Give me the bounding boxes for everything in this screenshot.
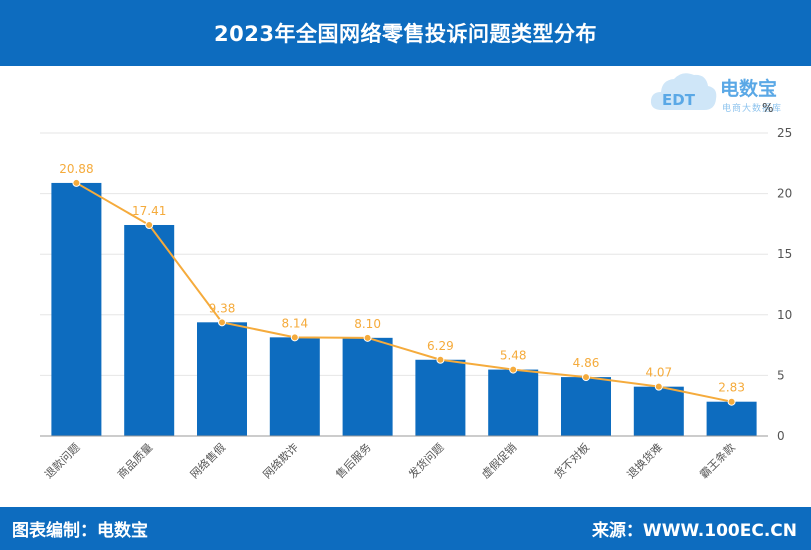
line-point [290, 333, 299, 342]
x-tick-label: 发货问题 [406, 440, 447, 481]
x-tick-label: 售后服务 [333, 440, 374, 481]
bar [51, 182, 102, 436]
data-label: 8.14 [281, 316, 308, 330]
line-point [436, 355, 445, 364]
y-tick-label: 5 [777, 368, 785, 382]
line-series [75, 182, 732, 403]
bar [342, 337, 393, 436]
bar [269, 337, 320, 436]
y-tick-label: 0 [777, 429, 785, 443]
y-tick-label: 25 [777, 126, 792, 140]
x-tick-label: 退款问题 [42, 440, 83, 481]
line-point [145, 220, 154, 229]
x-tick-label: 霸王条款 [697, 440, 738, 481]
line-point [582, 373, 590, 382]
data-label: 20.88 [59, 162, 93, 176]
x-tick-label: 虚假促销 [478, 440, 519, 481]
data-label: 2.83 [718, 381, 745, 395]
y-tick-label: 20 [777, 187, 792, 201]
x-tick-label: 网络售假 [187, 440, 228, 481]
footer-source: 来源：WWW.100EC.CN [591, 521, 797, 541]
svg-text:EDT: EDT [662, 91, 696, 109]
cloud-logo-icon: EDT [650, 73, 717, 110]
data-label: 8.10 [354, 317, 381, 331]
logo: EDT 电数宝 电商大数据库 [648, 66, 808, 118]
line-point [727, 397, 736, 406]
data-label: 9.38 [209, 301, 236, 315]
bar [124, 224, 175, 436]
y-tick-label: 10 [777, 308, 792, 322]
data-label: 17.41 [132, 204, 166, 218]
line-point [363, 333, 372, 342]
line-point [509, 365, 518, 374]
data-label: 5.48 [500, 349, 527, 363]
logo-name: 电数宝 [720, 78, 778, 100]
bar [197, 322, 247, 436]
data-label: 4.86 [573, 356, 600, 370]
chart-title: 2023年全国网络零售投诉问题类型分布 [214, 22, 597, 46]
line-point [218, 318, 226, 327]
title-bar: 2023年全国网络零售投诉问题类型分布 [0, 0, 811, 66]
x-tick-label: 货不对板 [551, 440, 592, 481]
y-tick-label: 15 [777, 247, 792, 261]
line-point [72, 178, 81, 187]
bar [561, 377, 611, 436]
line-point [654, 382, 663, 391]
bar [633, 386, 684, 436]
data-label: 6.29 [427, 339, 454, 353]
y-unit-label: % [762, 101, 773, 115]
x-tick-label: 退换货难 [624, 440, 665, 481]
logo-subtitle: 电商大数据库 [722, 104, 783, 114]
x-tick-label: 商品质量 [114, 440, 155, 481]
data-label: 4.07 [645, 366, 672, 380]
bar [488, 369, 539, 436]
footer-bar: 图表编制：电数宝 来源：WWW.100EC.CN [0, 507, 811, 550]
footer-credit: 图表编制：电数宝 [12, 521, 148, 541]
bar [706, 401, 757, 436]
x-tick-label: 网络欺诈 [260, 440, 301, 481]
bar [415, 359, 466, 436]
